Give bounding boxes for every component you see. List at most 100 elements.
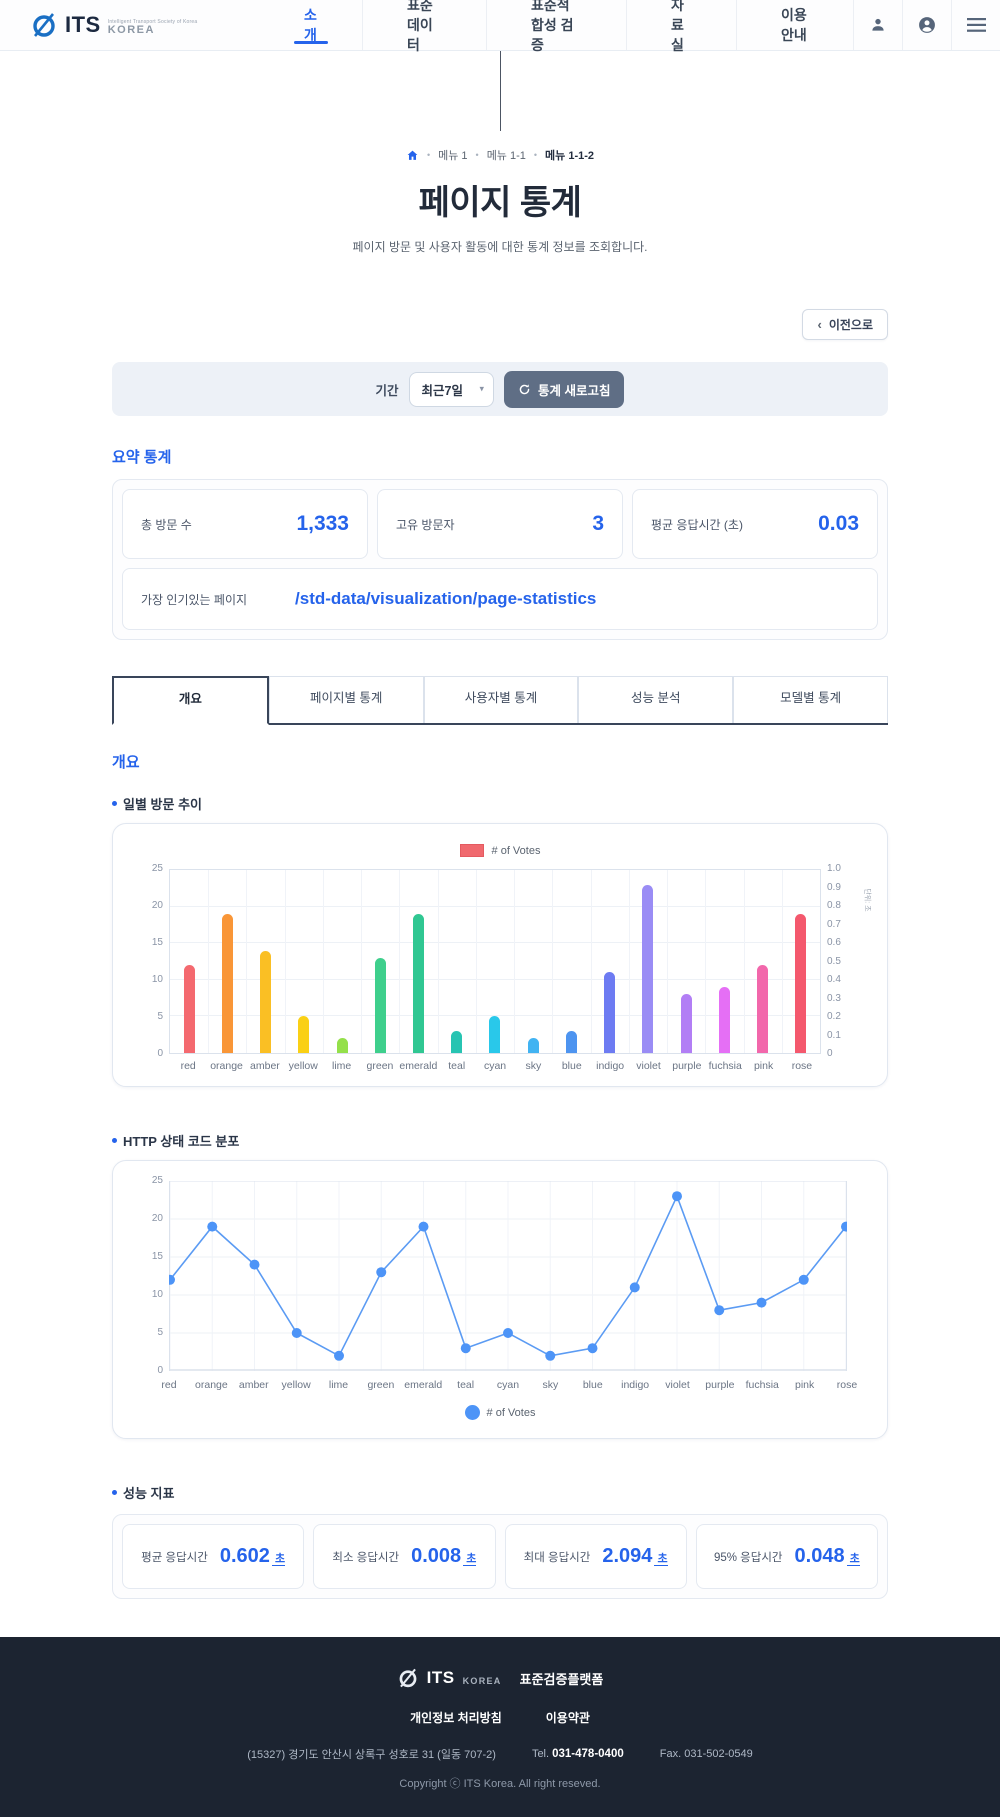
data-point-rose[interactable] [841,1221,847,1232]
data-point-emerald[interactable] [418,1221,429,1232]
bar-indigo[interactable] [604,972,616,1053]
breadcrumb-item[interactable]: 메뉴 1 [438,150,468,162]
data-point-orange[interactable] [207,1221,218,1232]
x-label[interactable]: fuchsia [745,1379,779,1391]
data-point-pink[interactable] [798,1274,809,1285]
x-label[interactable]: sky [542,1379,559,1391]
x-label[interactable]: orange [195,1379,228,1391]
data-point-indigo[interactable] [629,1282,640,1293]
tab-성능 분석[interactable]: 성능 분석 [578,676,734,723]
x-label[interactable]: amber [238,1379,269,1391]
breadcrumb-item[interactable]: 메뉴 1-1 [486,150,526,162]
x-label[interactable]: lime [328,1379,349,1391]
bar-pink[interactable] [757,965,769,1053]
nav-item-이용안내[interactable]: 이용안내 [736,0,853,50]
bar-cyan[interactable] [489,1016,501,1053]
footer-link[interactable]: 개인정보 처리방침 [410,1711,502,1725]
gridline [667,870,669,1053]
y2-axis-tick: 0.6 [827,937,841,948]
nav-item-표준적합성 검증[interactable]: 표준적합성 검증 [485,0,626,53]
period-select[interactable]: 최근7일 ▾ [408,371,494,407]
y-axis-tick: 15 [151,937,163,948]
data-point-cyan[interactable] [503,1328,513,1338]
bar-cell [285,870,323,1053]
tab-개요[interactable]: 개요 [112,676,269,725]
menu-button[interactable] [951,0,1000,50]
bar-teal[interactable] [451,1031,463,1053]
x-label: fuchsia [708,1060,742,1072]
bar-yellow[interactable] [298,1016,310,1053]
x-label[interactable]: red [161,1379,177,1391]
data-point-yellow[interactable] [291,1328,302,1338]
footer-link[interactable]: 이용약관 [545,1711,590,1725]
x-label[interactable]: emerald [404,1379,443,1391]
x-label[interactable]: teal [457,1379,475,1391]
stat-card: 고유 방문자 3 [377,489,623,559]
stat-card: 평균 응답시간 (초) 0.03 [632,489,878,559]
bar-violet[interactable] [642,884,654,1053]
data-point-sky[interactable] [545,1350,556,1361]
data-point-blue[interactable] [587,1343,598,1354]
popular-page-value[interactable]: /std-data/visualization/page-statistics [295,589,597,608]
nav-item-표준데이터[interactable]: 표준데이터 [361,0,486,53]
breadcrumb-item[interactable]: 메뉴 1-1-2 [545,150,595,162]
y-axis-tick: 0 [157,1048,163,1059]
back-button[interactable]: ‹ 이전으로 [802,309,888,340]
bar-purple[interactable] [680,994,692,1053]
data-point-teal[interactable] [460,1343,471,1354]
x-label[interactable]: violet [665,1379,690,1391]
y2-axis-tick: 0.8 [827,900,841,911]
http-codes-chart: 0 5 10 15 20 25 red orange amber yellow lime green… [112,1160,888,1439]
bar-red[interactable] [183,965,195,1053]
user-icon [872,18,884,31]
breadcrumb-separator: • [533,150,538,160]
nav-item-소개[interactable]: 소개 [260,0,362,50]
data-point-amber[interactable] [249,1259,260,1270]
x-label[interactable]: rose [836,1379,858,1391]
gridline [170,942,820,944]
bar-sky[interactable] [527,1038,539,1053]
data-point-green[interactable] [376,1267,387,1278]
summary-heading: 요약 통계 [112,449,172,466]
bar-blue[interactable] [565,1031,577,1053]
period-value: 최근7일 [421,383,463,398]
user-button[interactable] [853,0,902,50]
bar-emerald[interactable] [413,913,425,1053]
home-icon[interactable] [406,149,419,162]
x-label[interactable]: indigo [621,1379,650,1391]
logo[interactable]: ITS Intelligent Transport Society of Kor… [30,11,260,39]
y2-axis-tick: 0 [827,1048,833,1059]
x-label[interactable]: blue [582,1379,603,1391]
x-label: emerald [399,1060,438,1072]
bar-rose[interactable] [795,913,807,1053]
bar-orange[interactable] [221,913,233,1053]
x-label[interactable]: purple [705,1379,735,1391]
line-chart-plot[interactable] [169,1181,847,1371]
tab-모델별 통계[interactable]: 모델별 통계 [733,676,888,723]
refresh-stats-button[interactable]: 통계 새로고침 [503,370,625,408]
data-point-fuchsia[interactable] [756,1297,767,1308]
x-label[interactable]: yellow [281,1379,311,1391]
back-button-label: 이전으로 [828,318,873,332]
data-point-violet[interactable] [672,1191,682,1202]
bar-chart-plot[interactable] [169,869,821,1054]
bar-cell [476,870,514,1053]
bar-fuchsia[interactable] [718,987,730,1053]
nav-item-자료실[interactable]: 자료실 [626,0,736,53]
tab-사용자별 통계[interactable]: 사용자별 통계 [423,676,579,723]
data-point-lime[interactable] [334,1350,344,1361]
bar-amber[interactable] [260,950,272,1053]
data-point-red[interactable] [169,1274,175,1285]
legend-swatch-icon [459,844,484,857]
data-point-purple[interactable] [714,1305,725,1316]
x-label[interactable]: cyan [496,1379,520,1391]
account-button[interactable] [902,0,951,50]
decorative-divider [499,51,501,131]
bar-green[interactable] [374,957,386,1053]
bar-lime[interactable] [336,1038,348,1053]
x-label[interactable]: green [367,1379,395,1391]
perf-label: 95% 응답시간 [713,1551,783,1564]
tab-페이지별 통계[interactable]: 페이지별 통계 [268,676,424,723]
y2-axis-tick: 0.4 [827,974,841,985]
x-label[interactable]: pink [794,1379,815,1391]
